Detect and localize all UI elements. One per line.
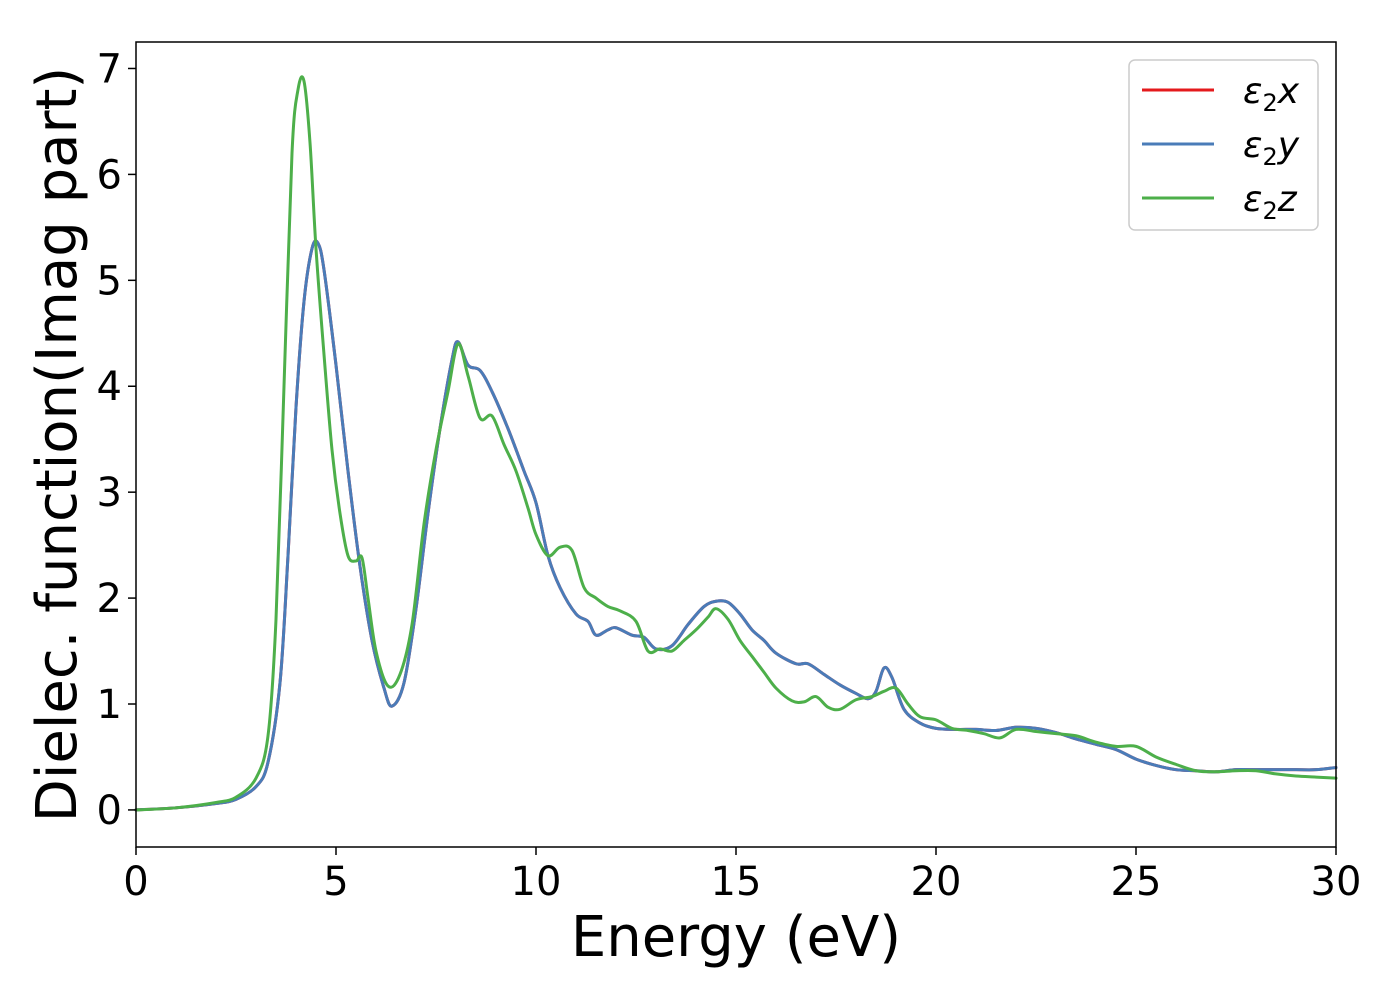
y-tick-label: 3 <box>97 470 122 516</box>
y-tick-label: 7 <box>97 46 122 92</box>
legend-label: ε2y <box>1243 125 1300 171</box>
series-line-y <box>134 239 1338 812</box>
y-axis: 0 1 2 3 4 5 6 7 <box>97 46 136 834</box>
y-tick-label: 6 <box>97 152 122 198</box>
y-tick-label: 1 <box>97 682 122 728</box>
y-tick-label: 5 <box>97 258 122 304</box>
x-tick-label: 10 <box>511 859 562 905</box>
legend-label-base: ε <box>1243 125 1262 166</box>
y-tick-label: 2 <box>97 576 122 622</box>
series-layer <box>134 75 1338 812</box>
legend-label-tail: y <box>1277 125 1300 166</box>
series-line-x <box>134 239 1338 812</box>
legend-label-sub: 2 <box>1262 89 1277 117</box>
x-tick-label: 5 <box>323 859 348 905</box>
y-axis-title: Dielec. function(Imag part) <box>25 67 90 823</box>
y-tick-label: 4 <box>97 364 122 410</box>
legend-label: ε2x <box>1243 71 1300 117</box>
x-tick-label: 15 <box>711 859 762 905</box>
x-axis: 0 5 10 15 20 25 30 <box>123 847 1361 905</box>
legend-box <box>1128 59 1319 231</box>
y-tick-label: 0 <box>97 788 122 834</box>
legend-label-tail: x <box>1277 71 1300 112</box>
legend-label-tail: z <box>1277 179 1298 220</box>
legend-label-base: ε <box>1243 179 1262 220</box>
x-tick-label: 30 <box>1311 859 1362 905</box>
legend-label-sub: 2 <box>1262 143 1277 171</box>
x-tick-label: 25 <box>1111 859 1162 905</box>
legend-label: ε2z <box>1243 179 1298 225</box>
legend-label-base: ε <box>1243 71 1262 112</box>
legend-label-sub: 2 <box>1262 197 1277 225</box>
x-tick-label: 0 <box>123 859 148 905</box>
x-axis-title: Energy (eV) <box>571 905 901 970</box>
x-tick-label: 20 <box>911 859 962 905</box>
series-line-z <box>134 75 1338 812</box>
